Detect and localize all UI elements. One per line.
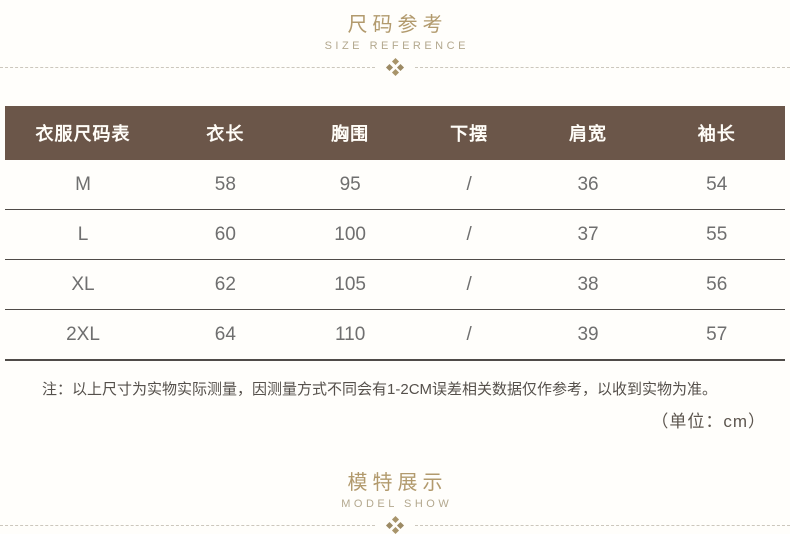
table-cell: 57 [648, 309, 785, 361]
diamond-ornament-icon [385, 57, 405, 77]
size-table-header-row: 衣服尺码表 衣长 胸围 下摆 肩宽 袖长 [5, 106, 785, 160]
table-cell: 110 [289, 309, 411, 361]
table-cell: 56 [648, 259, 785, 310]
table-cell: 60 [161, 209, 290, 260]
table-row-m: M 58 95 / 36 54 [5, 160, 785, 210]
divider-dash-right [415, 66, 790, 68]
unit-label: （单位：cm） [651, 412, 766, 431]
divider-dash-left [0, 66, 375, 68]
table-cell: / [410, 209, 528, 260]
table-cell: 100 [289, 209, 411, 260]
header-cell-bust: 胸围 [289, 106, 411, 160]
note-text: 以上尺寸为实物实际测量，因测量方式不同会有1-2CM误差相关数据仅作参考，以收到… [72, 381, 718, 398]
size-table: 衣服尺码表 衣长 胸围 下摆 肩宽 袖长 M 58 95 / 36 54 L 6… [5, 106, 785, 361]
table-cell: 105 [289, 259, 411, 310]
table-cell: 95 [289, 160, 411, 210]
diamond-ornament-icon [385, 515, 405, 534]
table-cell: 58 [161, 160, 290, 210]
measurement-note: 注：以上尺寸为实物实际测量，因测量方式不同会有1-2CM误差相关数据仅作参考，以… [42, 379, 770, 400]
table-row-xl: XL 62 105 / 38 56 [5, 259, 785, 310]
table-cell: 62 [161, 259, 290, 310]
divider-dash-left [0, 524, 375, 526]
table-cell: 2XL [5, 309, 161, 361]
note-prefix: 注： [42, 381, 73, 398]
table-cell: / [410, 309, 528, 361]
header-cell-size-chart: 衣服尺码表 [5, 106, 161, 160]
section-title-en: MODEL SHOW [341, 498, 453, 510]
section-divider [0, 57, 790, 77]
table-row-l: L 60 100 / 37 55 [5, 209, 785, 260]
header-cell-sleeve: 袖长 [648, 106, 785, 160]
table-cell: 64 [161, 309, 290, 361]
header-cell-hem: 下摆 [410, 106, 528, 160]
size-reference-header: 尺码参考 SIZE REFERENCE [0, 0, 790, 77]
table-cell: / [410, 160, 528, 210]
table-cell: 39 [527, 309, 649, 361]
section-title-en: SIZE REFERENCE [324, 40, 469, 52]
table-row-2xl: 2XL 64 110 / 39 57 [5, 309, 785, 361]
divider-dash-right [415, 524, 790, 526]
table-cell: 37 [527, 209, 649, 260]
table-cell: 36 [527, 160, 649, 210]
table-cell: 38 [527, 259, 649, 310]
table-cell: L [5, 209, 161, 260]
section-title-cn: 模特展示 [347, 472, 448, 494]
model-show-header: 模特展示 MODEL SHOW [0, 470, 790, 534]
header-cell-length: 衣长 [161, 106, 290, 160]
section-title-cn: 尺码参考 [347, 14, 448, 36]
table-cell: 55 [648, 209, 785, 260]
header-cell-shoulder: 肩宽 [527, 106, 649, 160]
section-divider [0, 515, 790, 534]
table-cell: 54 [648, 160, 785, 210]
table-cell: M [5, 160, 161, 210]
table-cell: / [410, 259, 528, 310]
table-cell: XL [5, 259, 161, 310]
